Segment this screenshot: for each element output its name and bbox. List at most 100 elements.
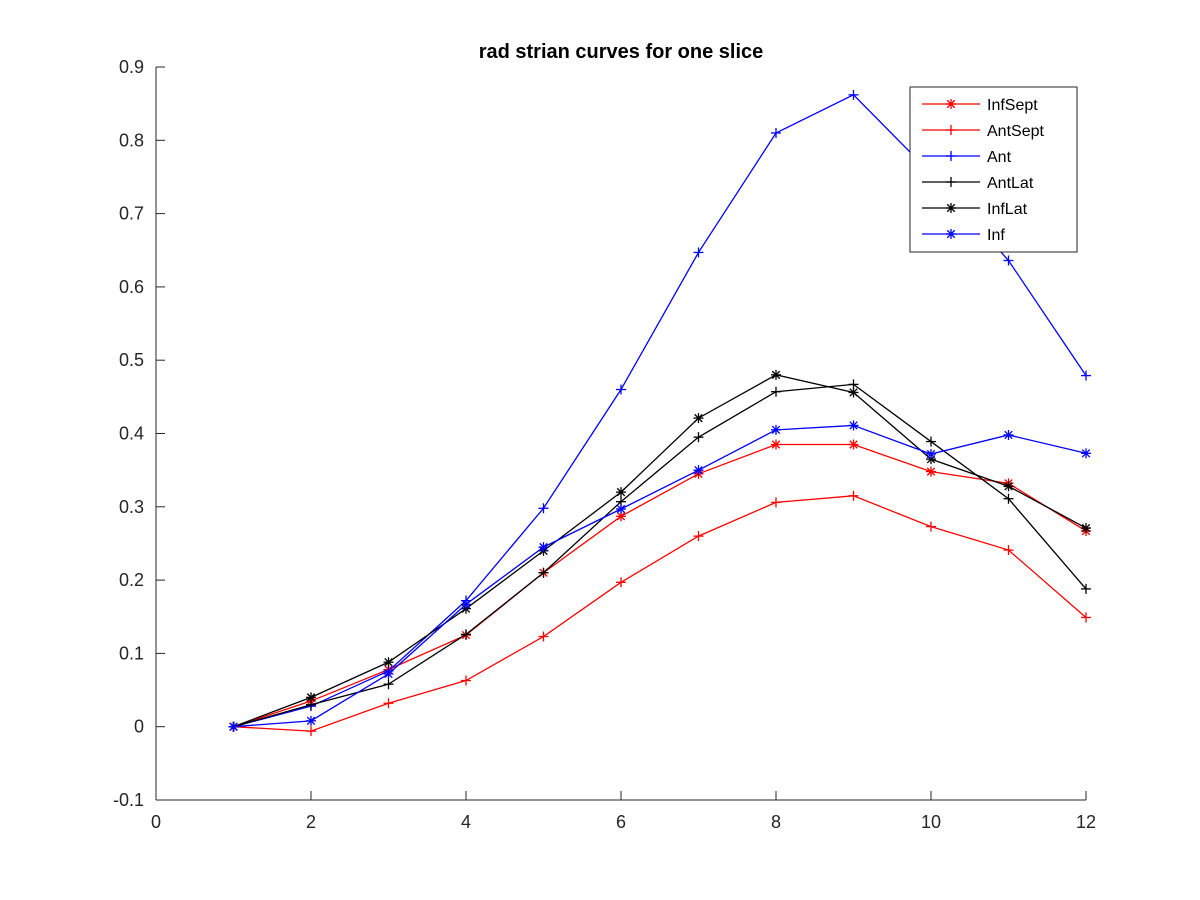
legend-item-ant: Ant — [922, 149, 1012, 166]
data-point-ant — [1081, 370, 1091, 381]
legend-marker-antsept — [946, 125, 956, 135]
data-point-inflat — [848, 387, 859, 398]
marker-stroke — [1081, 523, 1091, 533]
y-tick-label: 0.6 — [119, 277, 144, 297]
marker-stroke — [849, 388, 858, 397]
data-point-inf — [616, 503, 626, 514]
data-point-antsept — [771, 497, 781, 508]
data-point-ant — [616, 384, 626, 395]
data-point-inf — [771, 424, 781, 435]
series-inflat — [228, 369, 1091, 732]
data-point-inflat — [616, 487, 626, 498]
data-point-antlat — [538, 567, 549, 578]
x-tick-label: 8 — [771, 812, 781, 832]
marker-stroke — [384, 657, 393, 667]
y-tick-label: 0.5 — [119, 350, 144, 370]
legend-marker-infsept — [946, 99, 956, 109]
marker-stroke — [849, 440, 858, 449]
marker-stroke — [1004, 430, 1013, 440]
legend-marker-ant — [946, 151, 956, 161]
marker-stroke — [1081, 449, 1091, 458]
data-point-inf — [1081, 448, 1091, 459]
legend-item-inf: Inf — [922, 227, 1005, 244]
marker-stroke — [694, 413, 703, 423]
marker-stroke — [771, 440, 781, 449]
data-point-antsept — [1081, 612, 1091, 623]
marker-stroke — [1004, 482, 1013, 491]
data-point-ant — [771, 127, 781, 138]
marker-stroke — [771, 425, 781, 435]
x-tick-label: 12 — [1076, 812, 1096, 832]
legend-item-antlat: AntLat — [922, 175, 1034, 192]
marker-stroke — [849, 421, 858, 430]
x-tick-label: 2 — [306, 812, 316, 832]
y-tick-label: 0.1 — [119, 643, 144, 663]
data-point-antlat — [461, 629, 471, 640]
data-point-inf — [1003, 429, 1014, 440]
marker-stroke — [771, 370, 781, 380]
marker-stroke — [616, 504, 626, 514]
data-point-antsept — [926, 521, 936, 532]
data-point-inf — [461, 599, 471, 610]
marker-stroke — [926, 449, 936, 459]
data-point-inf — [848, 420, 859, 431]
series-line-infsept — [233, 443, 1087, 728]
legend-label-antsept: AntSept — [987, 123, 1044, 140]
series-inf — [228, 420, 1091, 732]
legend: InfSept AntSept Ant AntLat InfLat Inf — [909, 86, 1078, 253]
x-tick-label: 10 — [921, 812, 941, 832]
legend-item-infsept: InfSept — [922, 97, 1038, 114]
axes: 0 2 4 6 8 10 12 -0.1 0 0.1 0.2 0.3 0.4 0.5 0.6 0.7 0.8 0.… — [113, 57, 1096, 832]
data-point-antlat — [926, 436, 936, 447]
x-tick-label: 4 — [461, 812, 471, 832]
data-point-inf — [383, 668, 394, 679]
marker-stroke — [461, 600, 471, 609]
data-point-infsept — [848, 439, 859, 450]
marker-stroke — [946, 99, 956, 109]
data-point-antlat — [1003, 493, 1014, 504]
data-point-antsept — [538, 631, 549, 642]
data-point-infsept — [926, 466, 936, 477]
y-tick-label: 0.8 — [119, 130, 144, 150]
data-point-antsept — [693, 531, 704, 542]
y-tick-label: 0.4 — [119, 424, 144, 444]
data-point-ant — [693, 247, 704, 258]
legend-box — [909, 86, 1078, 253]
legend-label-infsept: InfSept — [987, 97, 1038, 114]
series-antsept — [228, 490, 1091, 737]
data-point-antlat — [693, 432, 704, 443]
data-point-antlat — [771, 386, 781, 397]
legend-marker-inf — [946, 229, 956, 239]
data-point-inf — [926, 449, 936, 460]
data-point-antsept — [306, 726, 316, 737]
chart-title: rad strian curves for one slice — [479, 41, 764, 63]
y-tick-label: -0.1 — [113, 790, 144, 810]
legend-label-inflat: InfLat — [987, 201, 1028, 218]
data-point-antsept — [383, 698, 394, 709]
data-point-antlat — [1081, 583, 1091, 594]
legend-marker-antlat — [946, 177, 956, 187]
marker-stroke — [229, 722, 238, 731]
y-tick-label: 0.7 — [119, 204, 144, 224]
legend-marker-inflat — [946, 203, 956, 213]
marker-stroke — [946, 229, 956, 239]
legend-item-inflat: InfLat — [922, 201, 1028, 218]
data-point-inf — [306, 715, 316, 726]
marker-stroke — [926, 467, 936, 476]
data-point-ant — [848, 89, 859, 100]
y-tick-label: 0.3 — [119, 497, 144, 517]
data-point-inf — [693, 465, 704, 476]
data-point-antsept — [1003, 545, 1014, 556]
data-point-inflat — [693, 413, 704, 424]
data-point-inflat — [306, 692, 316, 703]
data-point-inf — [228, 721, 239, 732]
data-point-antsept — [616, 577, 626, 588]
marker-stroke — [539, 542, 548, 552]
data-point-inflat — [383, 657, 394, 668]
data-point-antsept — [461, 675, 471, 686]
y-tick-label: 0 — [134, 717, 144, 737]
data-point-ant — [1003, 255, 1014, 266]
y-tick-label: 0.9 — [119, 57, 144, 77]
marker-stroke — [384, 669, 393, 679]
